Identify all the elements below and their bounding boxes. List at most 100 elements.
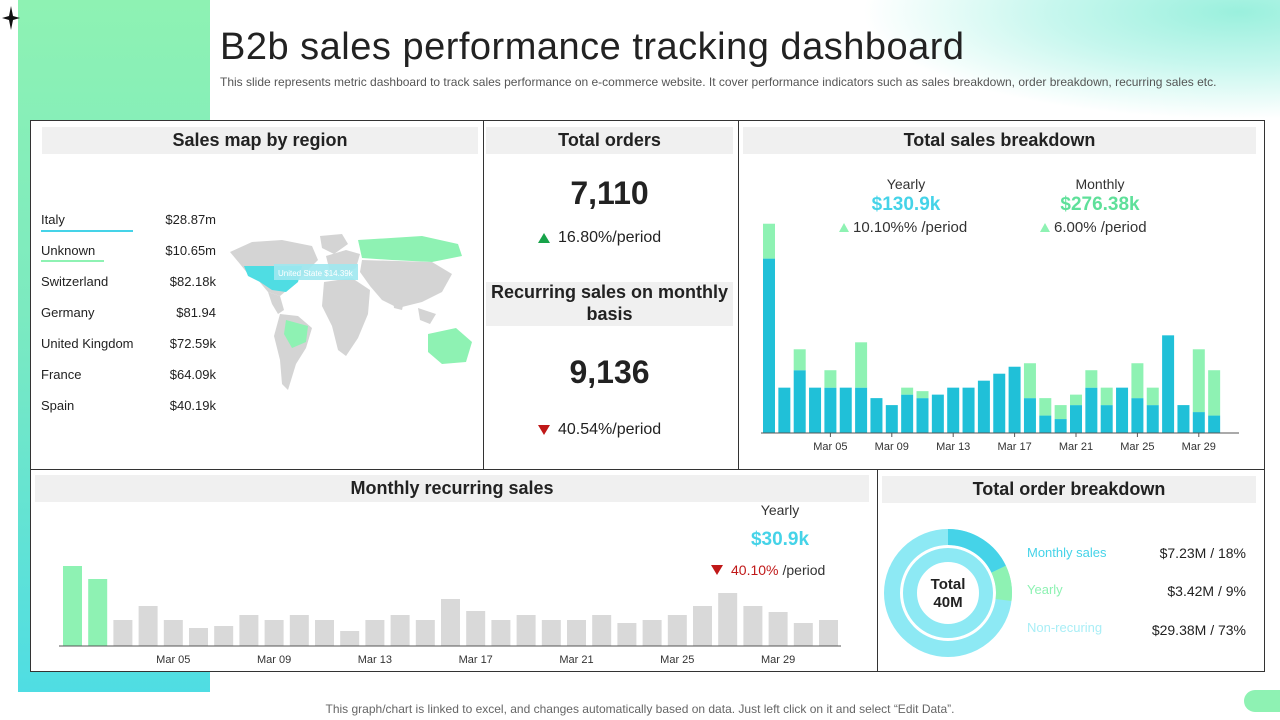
recurring-x-tick-label: Mar 13 [358,654,392,666]
recurring-bar [415,620,435,646]
recurring-bar [667,615,687,646]
recurring-x-tick-label: Mar 25 [660,654,694,666]
sales-bar-base [1070,405,1082,433]
total-orders-delta-text: 16.80%/period [558,229,662,246]
region-name: United Kingdom [41,336,134,351]
recurring-yearly-value: $30.9k [750,529,810,550]
sales-bar-top [1100,387,1113,406]
donut-inner-ring [903,548,993,638]
sparkle-icon [2,6,20,30]
region-underline [41,260,104,262]
sales-bar-base [977,380,990,433]
legend-yearly-value: $3.42M / 9% [1167,583,1246,599]
map-india [392,290,406,310]
region-name: Switzerland [41,274,109,289]
trend-up-icon [839,223,849,232]
sales-x-tick-label: Mar 05 [813,441,847,453]
sales-yearly-label: Yearly [886,176,926,192]
region-underline [41,230,133,232]
total-orders-delta: 16.80%/period [538,229,661,247]
donut-segment-monthly [947,529,1006,573]
sales-bar-top [916,391,929,399]
legend-monthly-label: Monthly sales [1027,545,1107,560]
recurring-delta-pct: 40.10% [731,562,779,578]
footer-note: This graph/chart is linked to excel, and… [325,702,955,716]
recurring-heading: Recurring sales on monthly basis [486,282,733,326]
sales-bar-top [1070,394,1082,406]
sales-breakdown-heading: Total sales breakdown [743,127,1256,154]
sales-yearly-delta: 10.10%% /period [839,219,967,236]
region-name: Germany [41,305,95,320]
region-name: Unknown [41,243,96,258]
sales-bar-top [763,223,775,259]
world-map[interactable]: United State $14.39k [222,230,478,395]
top-right-gradient [860,0,1280,120]
region-value: $40.19k [169,398,216,413]
recurring-x-tick-label: Mar 21 [559,654,593,666]
recurring-bar [617,623,637,646]
order-donut-chart[interactable]: Total 40M [882,527,1014,659]
region-value: $81.94 [176,305,216,320]
header-background [210,0,860,118]
map-brazil [284,320,308,348]
sales-x-tick-label: Mar 13 [936,441,970,453]
map-africa [322,278,370,356]
recurring-bar [718,593,738,646]
map-russia [358,236,462,262]
recurring-delta: 40.54%/period [538,421,661,439]
sales-bar-base [1177,405,1190,433]
sales-breakdown-chart[interactable]: Mar 05 Mar 09 Mar 13 Mar 17 Mar 21 Mar 25 Mar … [755,205,1245,455]
recurring-x-tick-label: Mar 09 [257,654,291,666]
sales-bar-top [1054,405,1067,420]
recurring-bar [768,612,788,646]
trend-up-icon [1040,223,1050,232]
sales-bar-base [824,387,837,433]
sales-bar-base [962,387,975,433]
sales-bar-base [1162,335,1175,433]
sales-bar-base [1008,366,1021,433]
page-subtitle: This slide represents metric dashboard t… [220,75,1217,89]
recurring-bar [466,611,486,646]
sales-bar-base [993,373,1006,433]
sales-bar-top [901,387,914,395]
sales-x-tick-label: Mar 09 [875,441,909,453]
recurring-bar [793,623,813,646]
sales-x-tick-label: Mar 25 [1120,441,1154,453]
recurring-bar [88,579,108,646]
sales-x-tick-label: Mar 29 [1182,441,1216,453]
recurring-bar [214,626,234,646]
sales-bar-top [1039,398,1052,416]
sales-bar-base [1131,398,1144,433]
trend-up-icon [538,233,550,243]
sales-bar-base [1192,412,1205,433]
trend-down-icon [538,425,550,435]
sales-monthly-delta: 6.00% /period [1040,219,1147,236]
sales-bar-top [1192,349,1205,413]
region-row: Unknown $10.65m [41,243,216,258]
trend-down-icon [711,565,723,575]
region-name: Italy [41,212,65,227]
sales-bar-top [855,342,868,388]
recurring-bar [819,620,838,646]
sales-x-tick-label: Mar 17 [997,441,1031,453]
recurring-bar [743,606,763,646]
sales-bar-base [947,387,960,433]
sales-bar-top [1085,370,1098,388]
legend-nonrecurring-label: Non-recuring [1027,620,1103,635]
sales-bar-base [763,258,775,433]
recurring-bar [516,615,536,646]
sales-bar-base [1039,415,1052,433]
sales-bar-base [855,387,868,433]
recurring-bar [264,620,284,646]
sales-bar-base [1054,419,1067,433]
monthly-recurring-chart[interactable]: Mar 05 Mar 09 Mar 13 Mar 17 Mar 21 Mar 25 Mar … [55,520,845,670]
recurring-bar [592,615,612,646]
recurring-yearly-label: Yearly [760,502,800,518]
sales-bar-top [1023,363,1036,399]
legend-nonrecurring-value: $29.38M / 73% [1151,622,1246,638]
recurring-bar [567,620,586,646]
region-value: $28.87m [165,212,216,227]
region-row: France $64.09k [41,367,216,382]
recurring-bar [441,599,460,646]
sales-yearly-value: $130.9k [871,194,941,215]
